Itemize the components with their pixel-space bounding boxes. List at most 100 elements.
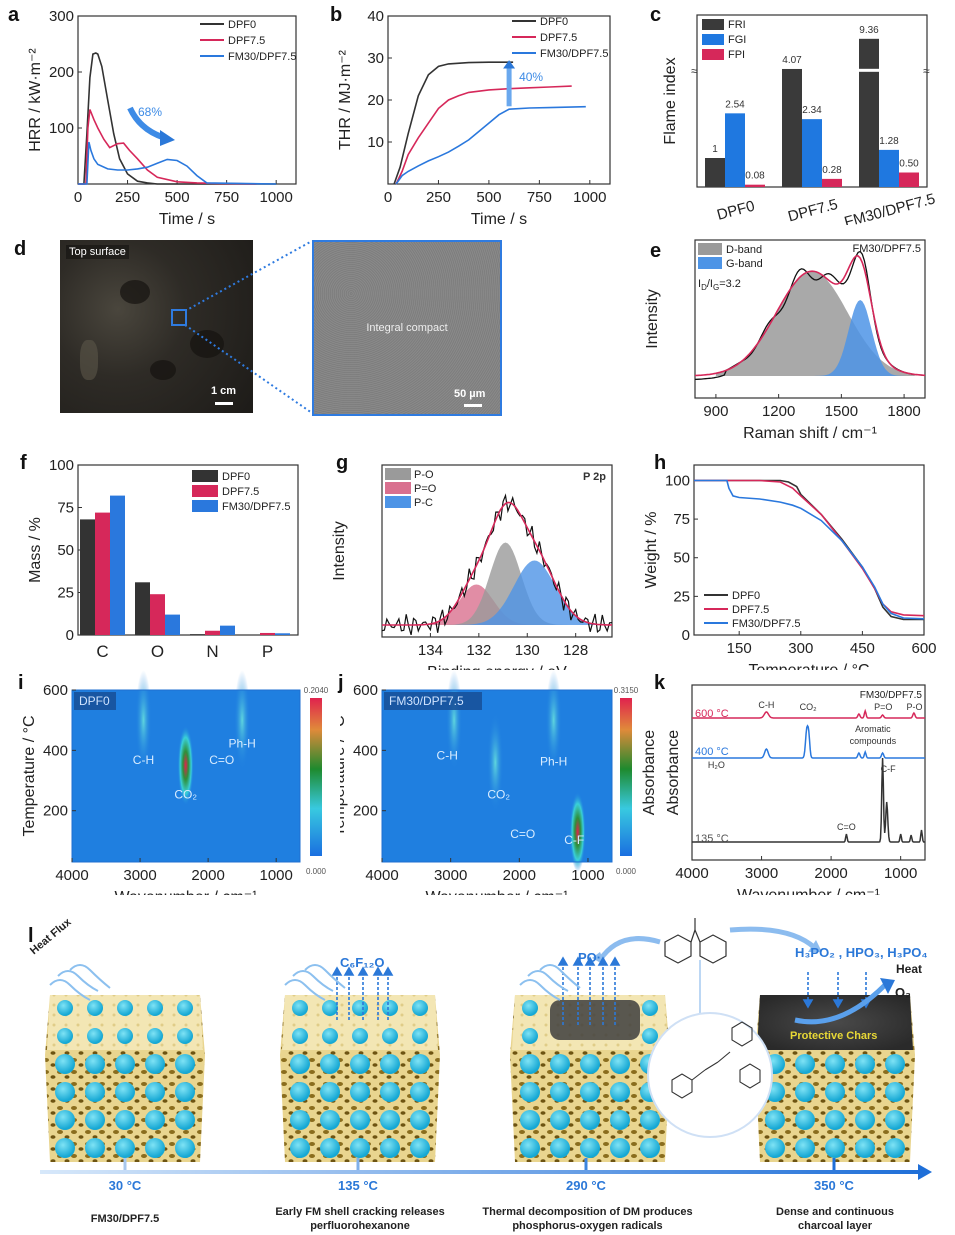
bar-DPF0-N [190, 634, 205, 635]
x-tick-label: C [96, 642, 108, 661]
x-tick-label: 600 [911, 640, 936, 657]
microcapsule [292, 1028, 308, 1044]
microcapsule [640, 1110, 660, 1130]
microcapsule [550, 1110, 570, 1130]
colorbar [620, 698, 632, 856]
x-tick-label: 1000 [571, 867, 604, 884]
peak-label: C=O [837, 822, 856, 832]
microcapsule [350, 1082, 370, 1102]
microcapsule [580, 1054, 600, 1074]
gas-arrowhead [382, 966, 394, 976]
scale-bar-left [215, 402, 233, 405]
microcapsule [520, 1110, 540, 1130]
p-o-area [406, 542, 600, 625]
g-band-area [715, 300, 915, 376]
microcapsule [885, 1082, 905, 1102]
legend-swatch [192, 470, 218, 482]
x-axis-label: Time / s [471, 211, 527, 225]
legend-swatch [702, 49, 724, 60]
oxygen-label: O₂ [895, 985, 911, 1000]
timeline-bar [40, 1170, 920, 1174]
legend-swatch [385, 468, 411, 480]
mechanism-schematic [40, 918, 932, 1180]
peak-label: P=O [874, 702, 892, 712]
chart-mass: 0 25 50 75 100 Mass / % C O N P DPF0 DPF7.5 FM30/DPF… [27, 457, 299, 661]
microcapsule [55, 1138, 75, 1158]
fit-curve [382, 501, 612, 626]
po-radical-label: PO· [578, 950, 602, 965]
y-tick-label: 600 [353, 682, 378, 699]
fit-curve [694, 255, 926, 377]
y-tick-label: 300 [49, 8, 74, 25]
bar-FGI-DPF7.5 [802, 119, 822, 187]
microcapsule [57, 1000, 73, 1016]
annotation-68: 68% [138, 105, 162, 119]
x-tick-label: 250 [115, 189, 140, 206]
legend-label: FPI [728, 49, 745, 61]
x-tick-label: 2000 [814, 865, 847, 882]
gas-arrowhead [597, 956, 609, 966]
x-tick-label: 3000 [123, 867, 156, 884]
x-tick-label: 500 [165, 189, 190, 206]
x-tick-label: 300 [788, 640, 813, 657]
hotspot [234, 670, 251, 771]
x-tick-label: 134 [418, 642, 443, 659]
legend-label: DPF0 [228, 19, 256, 31]
microcapsule [320, 1054, 340, 1074]
x-tick-label: 4000 [365, 867, 398, 884]
microcapsule [410, 1110, 430, 1130]
microcapsule [55, 1054, 75, 1074]
x-axis-label: Wavenumber / cm⁻¹ [426, 889, 569, 895]
microcapsule [290, 1110, 310, 1130]
x-tick-label: 130 [515, 642, 540, 659]
stage-desc-3: Thermal decomposition of DM produces pho… [482, 1206, 693, 1232]
x-tick-label: 250 [426, 189, 451, 206]
x-tick-label: P [262, 642, 273, 661]
gas-arrowhead [331, 966, 343, 976]
microcapsule [350, 1054, 370, 1074]
id-ig-ratio: ID/IG=3.2 [698, 278, 741, 292]
microcapsule [320, 1110, 340, 1130]
x-tick-label: 1800 [887, 403, 920, 420]
microcapsule [145, 1054, 165, 1074]
series-DPF7.5 [395, 85, 572, 185]
y-axis-label: Flame index [662, 57, 679, 144]
p-double-o-area [406, 584, 600, 625]
peak-label: C=O [209, 753, 234, 767]
y-axis-label-k: Absorbance [665, 730, 682, 815]
legend-label: P-O [414, 469, 434, 481]
chart-ftir-spectra: 4000 3000 2000 1000 Wavenumber / cm⁻¹ Absorba… [641, 684, 926, 895]
spectrum-135C [692, 757, 925, 843]
microcapsule [147, 1000, 163, 1016]
microcapsule [610, 1110, 630, 1130]
y-tick-label: 25 [57, 585, 74, 602]
bar-FPI-FM30/DPF7.5 [899, 172, 919, 187]
panel-label-b: b [330, 4, 343, 26]
legend-label: G-band [726, 258, 763, 270]
panel-label-g: g [336, 452, 349, 474]
legend-swatch [702, 19, 724, 30]
y-axis-label: Intensity [644, 289, 661, 349]
bar-FM30/DPF7.5-O [165, 614, 180, 635]
y-tick-label: 40 [367, 8, 384, 25]
legend-swatch [192, 485, 218, 497]
microcapsule [380, 1054, 400, 1074]
bar-value-label: 9.36 [859, 25, 879, 36]
microcapsule [57, 1028, 73, 1044]
microcapsule [520, 1054, 540, 1074]
curved-arrow-left [597, 936, 661, 962]
stage-desc-4: Dense and continuous charcoal layer [776, 1206, 894, 1232]
bar-FGI-FM30/DPF7.5 [879, 149, 899, 187]
peak-label: Ph-H [228, 736, 255, 750]
bar-value-label: 0.28 [822, 165, 842, 176]
legend-label: DPF0 [732, 590, 760, 602]
panel-label-j: j [338, 672, 344, 694]
microcapsule [580, 1082, 600, 1102]
microcapsule [520, 1138, 540, 1158]
x-tick-label: 1200 [762, 403, 795, 420]
spectrum-600C [692, 708, 925, 719]
plot-frame [693, 464, 925, 636]
trace-label-600: 600 °C [695, 708, 729, 720]
microcapsule [175, 1082, 195, 1102]
heat-label: Heat [896, 962, 923, 976]
